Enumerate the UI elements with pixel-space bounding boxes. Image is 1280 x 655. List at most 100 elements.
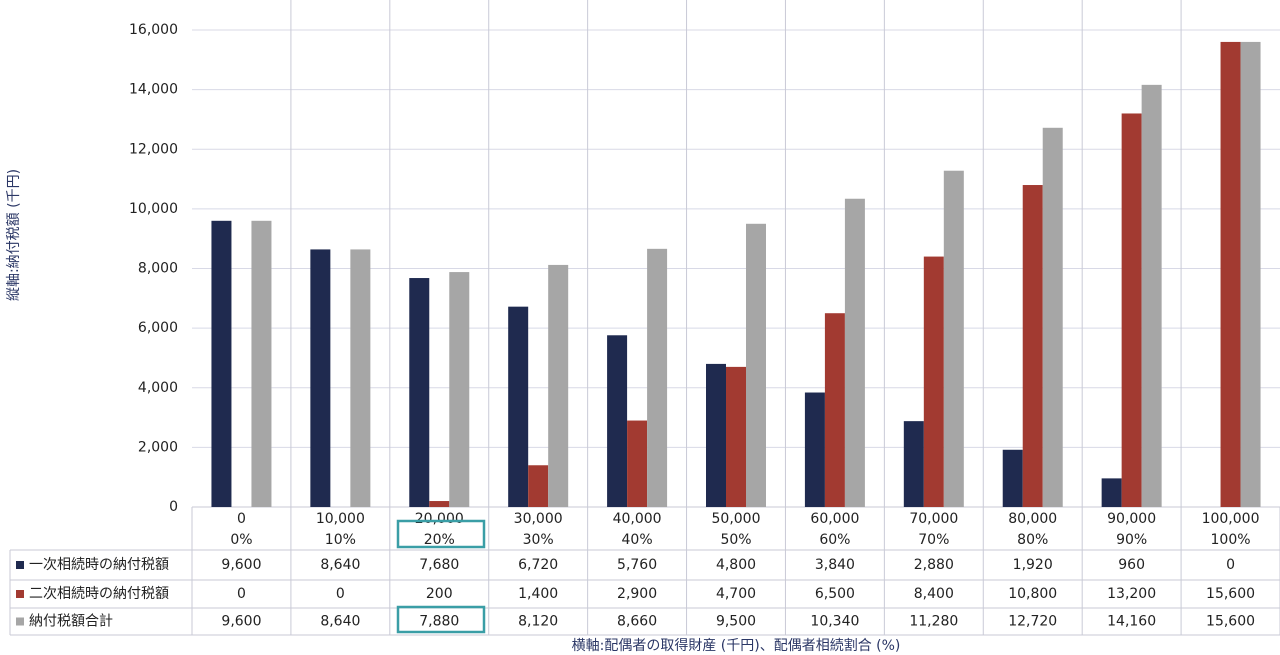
bar xyxy=(627,420,648,507)
x-tick-share: 0% xyxy=(230,532,252,548)
bar xyxy=(923,256,944,507)
x-tick-label: 100,000 xyxy=(1202,511,1260,527)
bar xyxy=(1022,185,1043,507)
table-value: 15,600 xyxy=(1206,614,1255,630)
bar xyxy=(706,363,726,507)
bar xyxy=(1042,127,1063,507)
x-tick-label: 80,000 xyxy=(1008,511,1057,527)
table-value: 8,400 xyxy=(914,586,954,602)
x-tick-label: 50,000 xyxy=(712,511,761,527)
y-tick-label: 0 xyxy=(169,499,178,515)
bar xyxy=(548,264,569,507)
table-value: 9,600 xyxy=(221,557,261,573)
bar xyxy=(350,249,371,508)
x-tick-label: 30,000 xyxy=(514,511,563,527)
x-tick-share: 30% xyxy=(523,532,554,548)
legend-swatch xyxy=(16,617,24,626)
table-value: 0 xyxy=(237,586,246,602)
table-value: 9,600 xyxy=(221,614,261,630)
bar xyxy=(647,248,668,508)
table-value: 10,340 xyxy=(810,614,859,630)
bar xyxy=(607,335,628,507)
bar xyxy=(943,170,964,507)
x-tick-label: 40,000 xyxy=(613,511,662,527)
y-tick-label: 4,000 xyxy=(138,380,178,396)
x-tick-label: 70,000 xyxy=(909,511,958,527)
table-value: 9,500 xyxy=(716,614,756,630)
y-tick-label: 6,000 xyxy=(138,320,178,336)
table-value: 8,660 xyxy=(617,614,657,630)
table-value: 1,400 xyxy=(518,586,558,602)
table-value: 960 xyxy=(1118,557,1145,573)
x-tick-label: 20,000 xyxy=(415,511,464,527)
table-value: 1,920 xyxy=(1013,557,1053,573)
table-value: 8,120 xyxy=(518,614,558,630)
x-tick-label: 0 xyxy=(237,511,246,527)
x-tick-share: 60% xyxy=(819,532,850,548)
bar xyxy=(1121,113,1142,507)
y-tick-label: 14,000 xyxy=(129,82,178,98)
table-value: 2,880 xyxy=(914,557,954,573)
bar xyxy=(746,223,766,507)
bar xyxy=(804,392,825,507)
bar xyxy=(1240,41,1261,508)
bar xyxy=(1101,478,1122,507)
bar xyxy=(824,313,845,507)
x-tick-share: 50% xyxy=(720,532,751,548)
x-tick-share: 20% xyxy=(424,532,455,548)
table-value: 13,200 xyxy=(1107,586,1156,602)
table-value: 7,680 xyxy=(419,557,459,573)
data-table: 0 2,000 4,000 6,000 8,000 10,000 12,000 14,000 1… xyxy=(9,0,1280,636)
table-value: 8,640 xyxy=(320,557,360,573)
bar xyxy=(251,220,272,508)
legend-label: 二次相続時の納付税額 xyxy=(29,585,169,602)
table-value: 6,720 xyxy=(518,557,558,573)
x-tick-share: 40% xyxy=(622,532,653,548)
table-value: 200 xyxy=(426,586,453,602)
legend-label: 一次相続時の納付税額 xyxy=(29,556,169,573)
bar xyxy=(1141,84,1162,507)
x-tick-share: 100% xyxy=(1211,532,1251,548)
legend-swatch xyxy=(16,561,24,569)
table-value: 10,800 xyxy=(1008,586,1057,602)
x-tick-share: 10% xyxy=(325,532,356,548)
x-tick-share: 70% xyxy=(918,532,949,548)
bar xyxy=(429,501,450,507)
table-value: 2,900 xyxy=(617,586,657,602)
bar xyxy=(449,272,470,507)
highlight-box xyxy=(396,519,486,549)
y-tick-label: 16,000 xyxy=(129,22,178,38)
bar xyxy=(1002,449,1023,507)
x-tick-share: 90% xyxy=(1116,532,1147,548)
table-value: 15,600 xyxy=(1206,586,1255,602)
table-value: 14,160 xyxy=(1107,614,1156,630)
bar xyxy=(528,465,549,507)
table-value: 4,700 xyxy=(716,586,756,602)
table-value: 0 xyxy=(336,586,345,602)
bar xyxy=(1220,41,1241,508)
y-tick-label: 2,000 xyxy=(138,439,178,455)
y-tick-label: 12,000 xyxy=(129,141,178,157)
table-value: 11,280 xyxy=(909,614,958,630)
table-value: 7,880 xyxy=(419,614,459,630)
x-tick-label: 90,000 xyxy=(1107,511,1156,527)
bar xyxy=(211,220,232,508)
y-axis-label: 縦軸:納付税額 (千円) xyxy=(6,169,22,301)
y-tick-label: 8,000 xyxy=(138,261,178,277)
table-value: 4,800 xyxy=(716,557,756,573)
table-value: 0 xyxy=(1226,557,1235,573)
y-tick-label: 10,000 xyxy=(129,201,178,217)
table-value: 12,720 xyxy=(1008,614,1057,630)
x-tick-label: 10,000 xyxy=(316,511,365,527)
bar xyxy=(508,306,529,507)
bar xyxy=(844,198,865,507)
legend-swatch xyxy=(16,590,24,598)
highlight-box xyxy=(396,605,486,634)
table-value: 5,760 xyxy=(617,557,657,573)
bar xyxy=(409,278,430,507)
legend-label: 納付税額合計 xyxy=(29,614,113,630)
x-tick-share: 80% xyxy=(1017,532,1048,548)
x-axis-label: 横軸:配偶者の取得財産 (千円)、配偶者相続割合 (%) xyxy=(572,637,901,654)
table-value: 8,640 xyxy=(320,614,360,630)
